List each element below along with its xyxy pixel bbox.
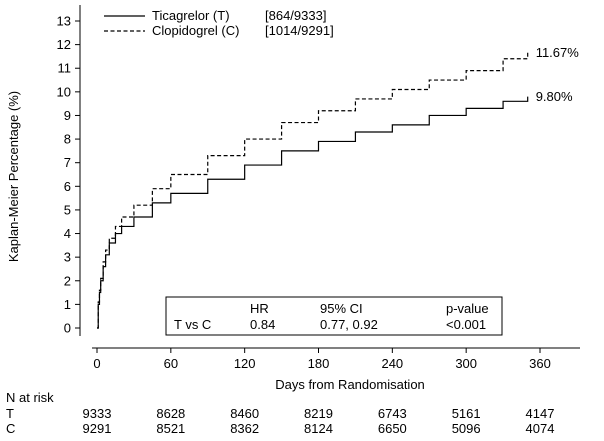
y-tick-label: 0 [64,321,71,336]
at-risk-row-label: T [6,406,14,421]
at-risk-value: 6650 [378,421,407,436]
series-line-clopidogrel [97,52,529,329]
y-tick-label: 10 [57,84,71,99]
at-risk-value: 4147 [526,406,555,421]
legend-count: [864/9333] [265,8,326,23]
x-tick-label: 180 [308,356,330,371]
y-tick-label: 7 [64,155,71,170]
at-risk-value: 9333 [83,406,112,421]
at-risk-value: 8124 [304,421,333,436]
x-tick-label: 60 [164,356,178,371]
x-tick-label: 300 [455,356,477,371]
y-tick-label: 5 [64,202,71,217]
at-risk-value: 5096 [452,421,481,436]
at-risk-value: 6743 [378,406,407,421]
survival-curves: 9.80% 11.67% [97,45,580,329]
y-axis-label: Kaplan-Meier Percentage (%) [6,91,21,262]
stats-box-frame [165,296,503,336]
x-tick-label: 240 [381,356,403,371]
y-tick-label: 4 [64,226,71,241]
stats-header: HR [250,301,269,316]
y-tick-label: 11 [58,61,72,76]
end-value-label: 9.80% [536,89,573,104]
stats-header: p-value [446,301,489,316]
at-risk-title: N at risk [6,390,54,405]
y-tick-label: 2 [64,273,71,288]
stats-box: HR 95% CI p-value T vs C 0.84 0.77, 0.92 <0.00… [165,296,503,336]
series-line-ticagrelor [97,96,529,329]
stats-header: 95% CI [320,301,363,316]
legend-label: Clopidogrel (C) [152,23,239,38]
x-tick-label: 120 [234,356,256,371]
at-risk-value: 8362 [230,421,259,436]
at-risk-value: 5161 [452,406,481,421]
x-tick-label: 0 [93,356,100,371]
x-tick-label: 360 [529,356,551,371]
y-tick-label: 3 [64,250,71,265]
stats-value: 0.84 [250,317,275,332]
stats-value: 0.77, 0.92 [320,317,378,332]
at-risk-value: 9291 [83,421,112,436]
at-risk-value: 8628 [156,406,185,421]
end-value-label: 11.67% [536,45,580,60]
at-risk-value: 4074 [526,421,555,436]
legend: Ticagrelor (T) [864/9333] Clopidogrel (C) [… [104,8,334,38]
stats-value: <0.001 [446,317,486,332]
y-tick-label: 8 [64,132,71,147]
y-tick-label: 6 [64,179,71,194]
stats-value: T vs C [174,317,211,332]
legend-count: [1014/9291] [265,23,334,38]
y-tick-label: 12 [57,37,71,52]
x-axis-label: Days from Randomisation [275,377,425,392]
y-tick-label: 9 [64,108,71,123]
at-risk-value: 8521 [156,421,185,436]
at-risk-value: 8219 [304,406,333,421]
at-risk-row-label: C [6,421,15,436]
at-risk-value: 8460 [230,406,259,421]
y-tick-label: 13 [57,14,71,29]
y-tick-label: 1 [64,297,71,312]
legend-label: Ticagrelor (T) [152,8,230,23]
